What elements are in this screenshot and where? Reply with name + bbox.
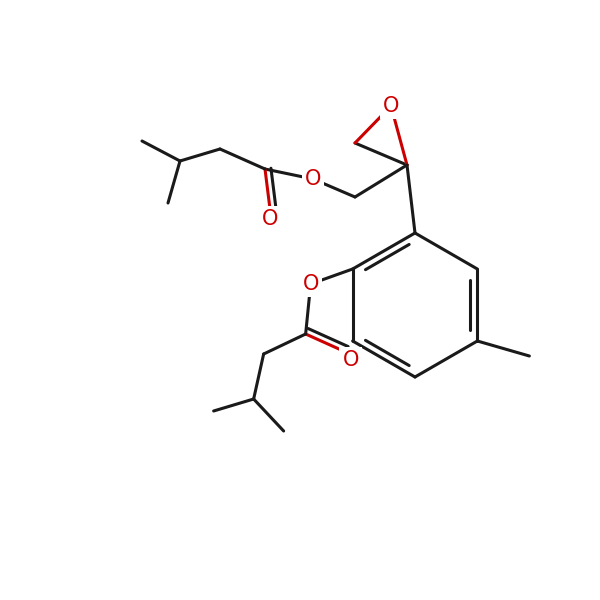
Text: O: O [302, 274, 319, 294]
Text: O: O [262, 209, 278, 229]
Text: O: O [343, 350, 359, 370]
Text: O: O [305, 169, 321, 189]
Text: O: O [383, 96, 399, 116]
